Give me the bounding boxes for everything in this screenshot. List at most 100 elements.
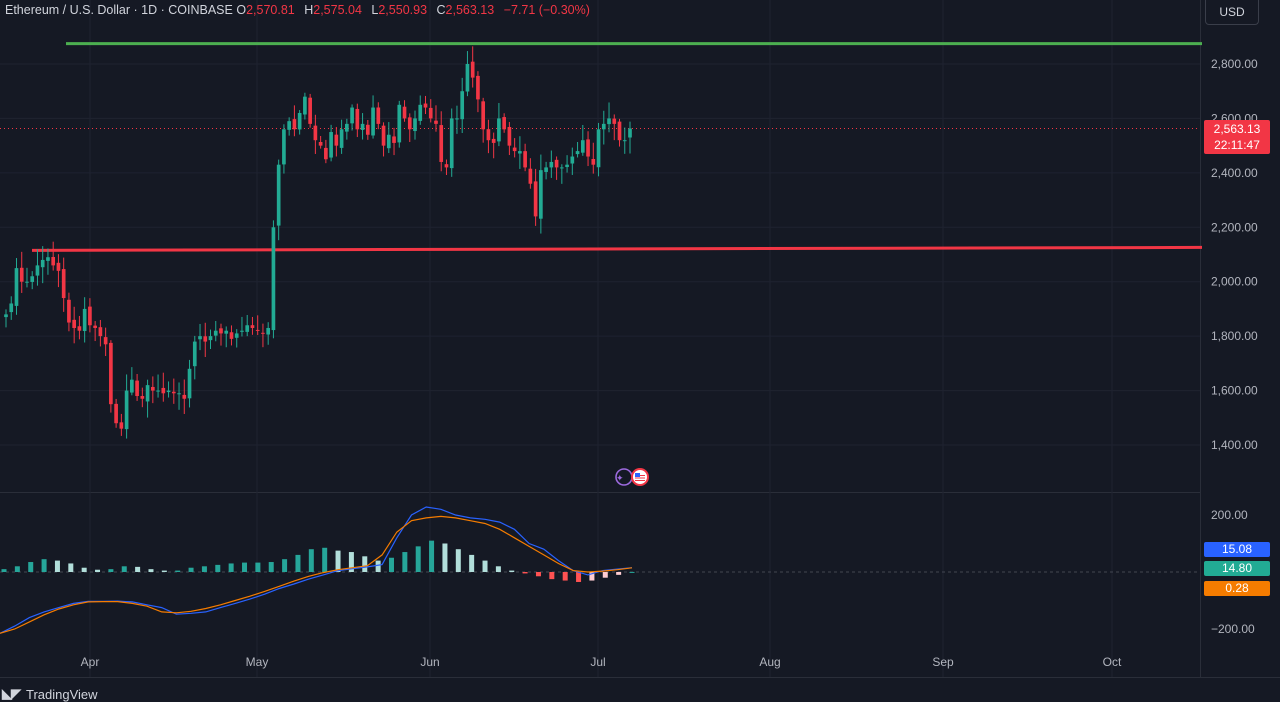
- y-tick-label: 2,000.00: [1211, 275, 1258, 289]
- x-tick-label: Apr: [81, 655, 100, 669]
- macd-histogram-bar: [28, 562, 34, 572]
- candle-body: [61, 269, 66, 299]
- candle-body: [418, 104, 423, 121]
- candle-body: [93, 325, 97, 328]
- candle-body: [56, 262, 61, 271]
- macd-histogram-bar: [14, 566, 20, 572]
- macd-histogram-bar: [415, 546, 421, 572]
- candle-body: [324, 147, 328, 160]
- candle-body: [98, 327, 103, 337]
- candle-body: [25, 281, 29, 283]
- macd-histogram-bar: [469, 554, 475, 572]
- candle-body: [67, 299, 71, 323]
- last-price-value: 2,563.13: [1213, 122, 1261, 136]
- candle-body: [512, 147, 517, 152]
- candle-body: [402, 106, 407, 119]
- signal-value-tag: 14.80: [1204, 561, 1270, 576]
- candle-body: [617, 121, 622, 141]
- brand-name: TradingView: [26, 686, 98, 702]
- svg-text:✦: ✦: [616, 474, 624, 484]
- candle-body: [523, 151, 527, 168]
- y-tick-label: 2,400.00: [1211, 166, 1258, 180]
- macd-histogram-bar: [348, 552, 354, 572]
- candle-body: [580, 140, 585, 153]
- candle-body: [145, 385, 150, 402]
- candle-body: [124, 390, 129, 430]
- candle-body: [554, 159, 559, 168]
- candle-body: [72, 319, 77, 328]
- candle-body: [423, 103, 428, 108]
- macd-histogram-bar: [81, 567, 87, 572]
- low-label: L: [371, 3, 379, 17]
- candle-body: [30, 276, 35, 282]
- candle-body: [14, 268, 19, 306]
- symbol-legend: Ethereum / U.S. Dollar · 1D · COINBASE O…: [5, 3, 596, 17]
- candle-body: [156, 390, 160, 392]
- candle-body: [229, 332, 234, 339]
- macd-histogram-bar: [629, 571, 635, 573]
- macd-y-tick-label: −200.00: [1211, 622, 1255, 636]
- y-tick-label: 1,600.00: [1211, 384, 1258, 398]
- macd-histogram-bar: [388, 557, 394, 572]
- candle-body: [350, 107, 354, 124]
- candle-body: [261, 332, 265, 334]
- macd-histogram-bar: [188, 567, 194, 572]
- candle-body: [565, 164, 569, 168]
- macd-y-tick-label: 200.00: [1211, 508, 1248, 522]
- candle-body: [271, 227, 276, 331]
- candle-body: [334, 134, 339, 146]
- candle-body: [413, 118, 417, 132]
- candle-body: [407, 117, 412, 130]
- candle-body: [219, 328, 223, 334]
- candle-body: [240, 330, 244, 332]
- candle-body: [130, 379, 134, 393]
- macd-histogram-bar: [429, 540, 435, 572]
- macd-histogram-bar: [442, 543, 448, 572]
- open-label: O: [236, 3, 247, 17]
- candle-body: [622, 140, 627, 142]
- candle-body: [486, 129, 491, 141]
- macd-histogram-bar: [362, 556, 368, 572]
- macd-histogram-bar: [201, 566, 207, 572]
- candle-body: [612, 118, 617, 124]
- candle-body: [4, 314, 8, 318]
- candle-body: [266, 327, 271, 335]
- macd-histogram-bar: [175, 570, 181, 572]
- macd-histogram-bar: [242, 562, 248, 572]
- candle-body: [449, 118, 454, 169]
- candle-body: [460, 91, 465, 120]
- macd-histogram-bar: [335, 550, 341, 572]
- candle-body: [481, 101, 486, 130]
- candle-body: [213, 330, 218, 336]
- candle-body: [345, 123, 349, 132]
- candle-body: [88, 306, 92, 326]
- x-tick-label: May: [246, 655, 269, 669]
- economic-events-icon[interactable]: ✦: [614, 466, 654, 488]
- x-tick-label: Sep: [932, 655, 954, 669]
- macd-histogram-bar: [282, 559, 288, 572]
- candle-body: [135, 380, 139, 397]
- candle-body: [528, 168, 533, 184]
- candle-body: [297, 112, 302, 130]
- candle-body: [455, 118, 459, 120]
- candle-body: [586, 139, 590, 157]
- brand[interactable]: ◣◤ TradingView: [2, 686, 98, 702]
- y-tick-label: 2,800.00: [1211, 57, 1258, 71]
- currency-button[interactable]: USD: [1205, 0, 1259, 25]
- last-price-tag: 2,563.13 22:11:47: [1204, 120, 1270, 154]
- y-tick-label: 1,400.00: [1211, 438, 1258, 452]
- candle-body: [439, 125, 444, 162]
- candle-body: [51, 257, 56, 266]
- candle-body: [444, 164, 449, 168]
- macd-histogram-bar: [402, 552, 408, 572]
- high-value: 2,575.04: [313, 3, 362, 17]
- candle-body: [318, 141, 323, 146]
- candle-body: [371, 107, 375, 136]
- macd-value-tag: 15.08: [1204, 542, 1270, 557]
- change-value: −7.71 (−0.30%): [503, 3, 590, 17]
- macd-histogram-bar: [322, 547, 328, 572]
- macd-histogram-bar: [375, 560, 381, 572]
- candle-body: [533, 181, 538, 217]
- y-tick-label: 1,800.00: [1211, 329, 1258, 343]
